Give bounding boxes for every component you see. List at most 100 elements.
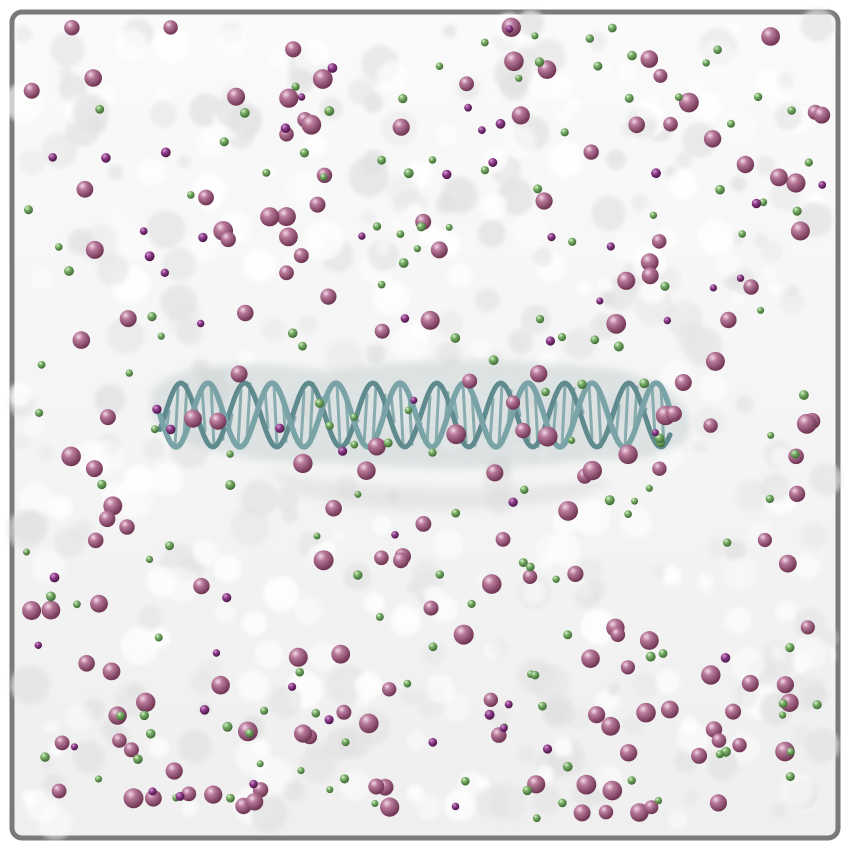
large-ion: [260, 207, 280, 227]
dark-ion: [324, 715, 334, 725]
water-blob: [553, 738, 573, 757]
small-ion: [522, 785, 532, 796]
water-blob: [600, 59, 614, 73]
water-blob: [447, 263, 473, 289]
large-ion: [293, 453, 313, 474]
dna-double-helix: [157, 380, 673, 450]
dna-shadow: [270, 470, 610, 510]
large-ion: [112, 733, 127, 748]
small-ion: [480, 38, 489, 47]
small-ion: [187, 191, 195, 199]
water-blob: [735, 395, 754, 414]
water-blob: [489, 783, 527, 821]
water-blob: [685, 791, 698, 804]
large-ion: [483, 692, 498, 707]
base-pair: [362, 392, 369, 447]
large-ion: [393, 552, 409, 569]
large-ion: [415, 516, 432, 532]
small-ion: [403, 168, 414, 179]
dark-ion: [297, 93, 306, 101]
large-ion: [537, 426, 558, 447]
large-ion: [211, 675, 230, 695]
small-ion: [326, 786, 334, 794]
base-pair: [533, 388, 540, 448]
large-ion: [644, 800, 659, 815]
small-ion: [532, 814, 541, 823]
small-ion: [413, 245, 421, 253]
water-blob: [120, 626, 160, 666]
dark-ion: [508, 497, 518, 507]
water-blob: [146, 210, 185, 249]
small-ion: [541, 387, 550, 397]
small-ion: [219, 137, 229, 147]
small-ion: [428, 448, 437, 457]
small-ion: [520, 485, 529, 494]
water-blob: [332, 530, 346, 544]
small-ion: [563, 630, 573, 640]
large-ion: [601, 716, 620, 736]
dark-ion: [651, 429, 659, 437]
small-ion: [525, 562, 535, 572]
water-blob: [636, 95, 663, 122]
dark-ion: [451, 802, 460, 811]
dark-ion: [165, 424, 176, 435]
water-blob: [230, 507, 270, 547]
water-blob: [14, 509, 48, 543]
dark-ion: [49, 572, 60, 583]
large-ion: [209, 412, 227, 430]
dark-ion: [48, 153, 57, 162]
small-ion: [531, 32, 539, 40]
dark-ion: [545, 336, 556, 346]
small-ion: [627, 776, 636, 785]
small-ion: [557, 333, 567, 342]
large-ion: [691, 747, 708, 764]
large-ion: [679, 92, 699, 113]
water-blob: [400, 688, 418, 706]
large-ion: [674, 374, 692, 391]
water-blob: [809, 463, 843, 496]
small-ion: [315, 398, 325, 408]
large-ion: [630, 803, 649, 822]
large-ion: [193, 577, 210, 595]
dark-ion: [249, 779, 258, 789]
large-ion: [530, 365, 548, 383]
large-ion: [636, 702, 656, 723]
water-blob: [573, 499, 611, 536]
water-blob: [304, 219, 344, 260]
large-ion: [515, 422, 531, 439]
small-ion: [658, 649, 668, 658]
small-ion: [377, 280, 386, 289]
small-ion: [530, 670, 540, 680]
small-ion: [73, 600, 81, 609]
small-ion: [375, 612, 384, 621]
base-pair: [245, 382, 252, 442]
water-blob: [694, 441, 707, 454]
dark-ion: [606, 242, 615, 251]
large-ion: [220, 231, 236, 248]
small-ion: [715, 750, 724, 759]
small-ion: [727, 119, 735, 128]
large-ion: [639, 631, 659, 650]
water-blob: [304, 133, 328, 157]
water-blob: [376, 240, 391, 255]
large-ion: [522, 569, 538, 584]
small-ion: [577, 379, 587, 389]
water-blob: [574, 582, 602, 609]
large-ion: [535, 192, 553, 210]
water-blob: [436, 125, 458, 147]
small-ion: [613, 341, 624, 352]
small-ion: [467, 599, 476, 609]
large-ion: [640, 253, 659, 272]
water-blob: [779, 289, 805, 315]
water-blob: [432, 528, 464, 560]
small-ion: [354, 490, 362, 498]
water-blob: [756, 156, 776, 176]
large-ion: [790, 221, 810, 241]
water-blob: [70, 519, 94, 543]
water-blob: [591, 196, 626, 231]
small-ion: [24, 205, 33, 215]
base-pair: [434, 381, 441, 447]
small-ion: [350, 440, 359, 449]
water-blob: [651, 565, 666, 580]
dark-ion: [504, 700, 513, 709]
